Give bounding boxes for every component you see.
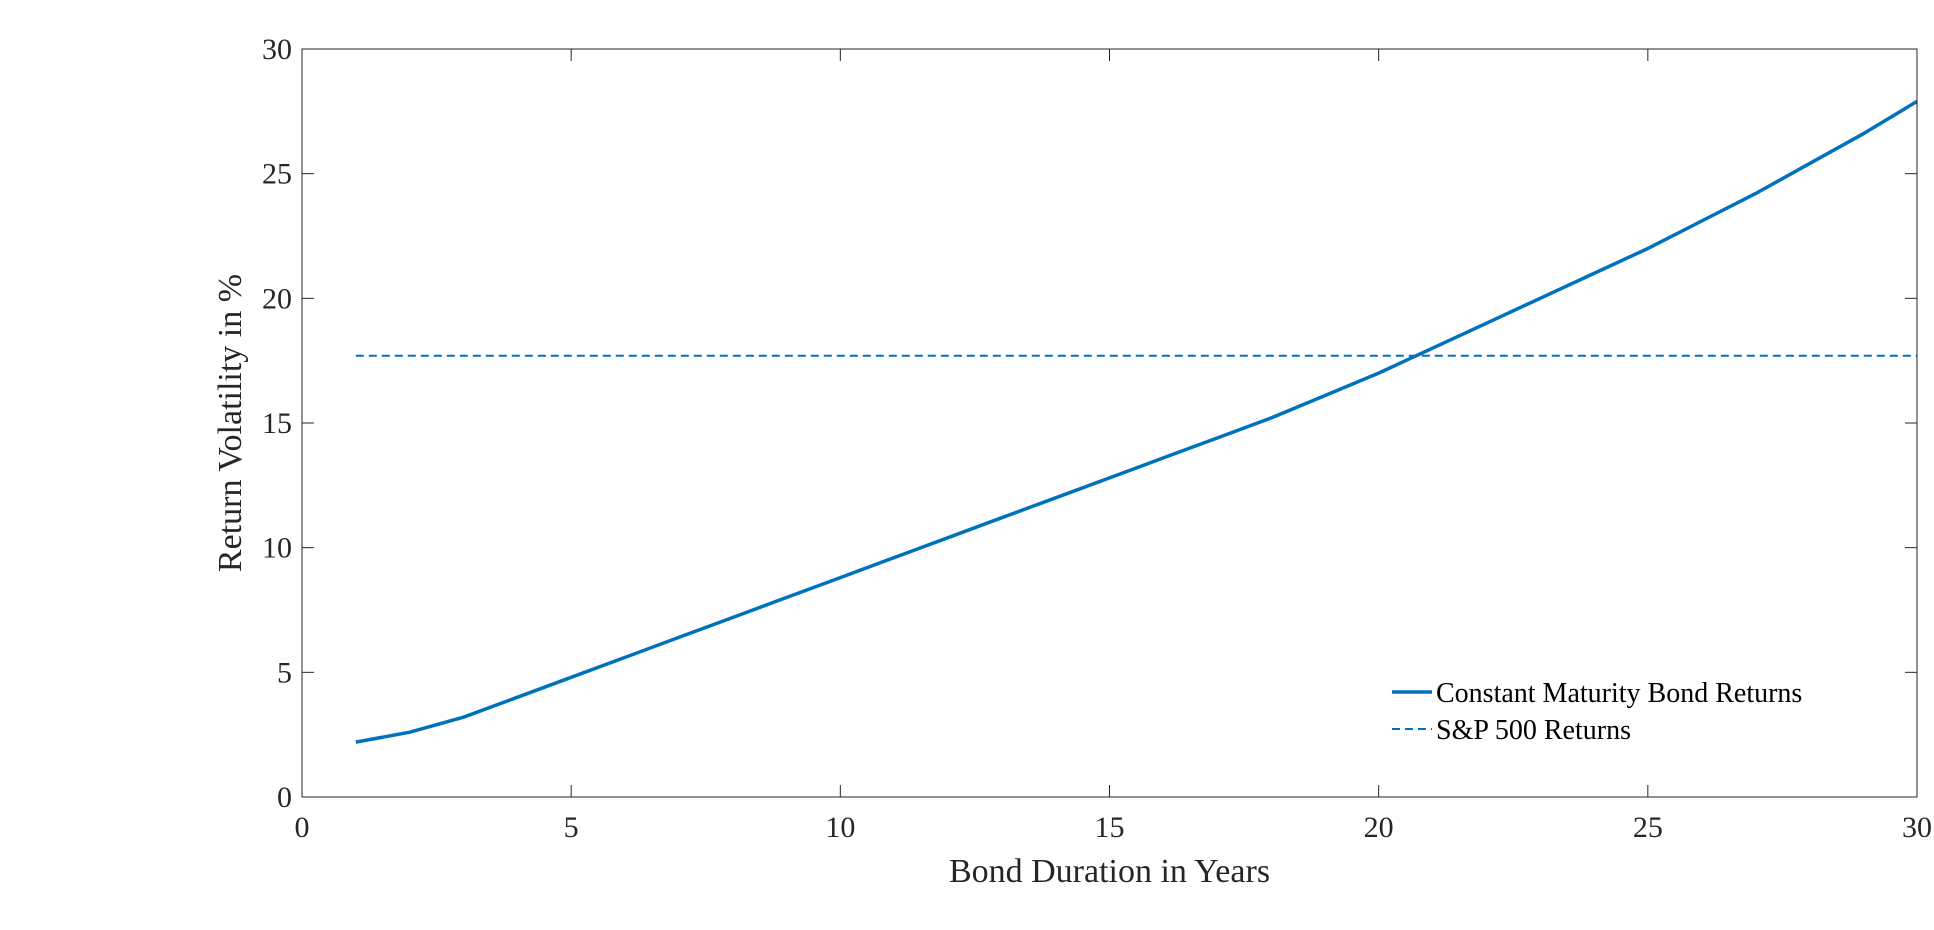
x-tick-label: 15 (1095, 811, 1125, 844)
x-axis-label: Bond Duration in Years (949, 853, 1270, 890)
legend-label-bond: Constant Maturity Bond Returns (1436, 678, 1802, 709)
x-tick-label: 25 (1633, 811, 1663, 844)
legend: Constant Maturity Bond Returns S&P 500 R… (1392, 678, 1802, 746)
y-tick-label: 5 (277, 656, 292, 689)
x-tick-label: 20 (1364, 811, 1394, 844)
y-tick-label: 10 (262, 532, 292, 565)
y-tick-label: 0 (277, 781, 292, 814)
y-tick-label: 15 (262, 407, 292, 440)
x-tick-label: 10 (825, 811, 855, 844)
tick-labels: 0 5 10 15 20 25 30 0 5 10 15 20 25 30 (262, 33, 1932, 844)
x-tick-label: 0 (295, 811, 310, 844)
series-group (355, 99, 1918, 744)
legend-label-sp500: S&P 500 Returns (1436, 715, 1631, 746)
series-line-bond-returns (355, 99, 1918, 744)
y-axis-label: Return Volatility in % (212, 274, 249, 572)
y-tick-label: 20 (262, 282, 292, 315)
x-tick-label: 30 (1902, 811, 1932, 844)
x-tick-label: 5 (564, 811, 579, 844)
plot-area (302, 49, 1917, 797)
y-tick-label: 30 (262, 33, 292, 66)
y-tick-label: 25 (262, 158, 292, 191)
plot-frame (301, 48, 1918, 798)
